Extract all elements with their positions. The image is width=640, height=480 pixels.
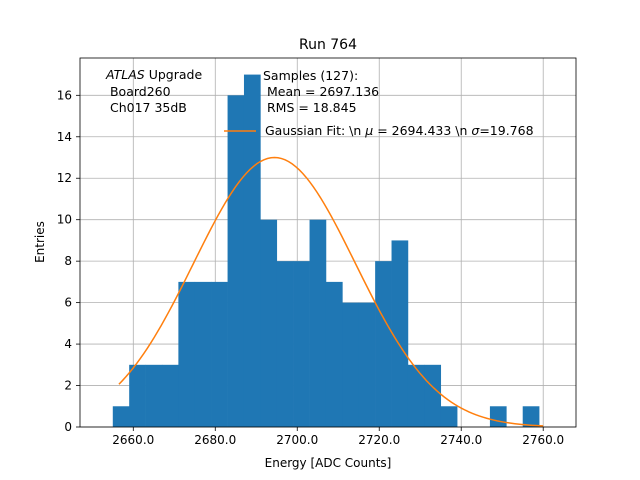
histogram-bar [489, 406, 507, 427]
histogram-bar [342, 302, 360, 427]
histogram-bar [161, 364, 179, 427]
atlas-label: ATLAS [105, 67, 145, 82]
histogram-bar [227, 95, 245, 427]
histogram-bar [407, 364, 425, 427]
atlas-upgrade-label: Upgrade [145, 67, 203, 82]
y-tick-label: 8 [64, 254, 72, 268]
x-axis-label: Energy [ADC Counts] [265, 456, 392, 470]
y-tick-label: 2 [64, 379, 72, 393]
histogram-bar [358, 302, 376, 427]
histogram-bar [211, 281, 228, 427]
x-tick-label: 2720.0 [358, 433, 400, 447]
histogram-bar [243, 74, 261, 428]
x-tick-label: 2740.0 [440, 433, 482, 447]
atlas-annotation-line1: ATLAS Upgrade [105, 67, 202, 82]
legend-samples-mean: Mean = 2697.136 [263, 84, 379, 99]
y-axis-ticks: 0 2 4 6 8 10 12 14 16 [57, 88, 80, 434]
histogram-bars [112, 74, 540, 428]
legend-samples-count: Samples (127): [263, 68, 358, 83]
legend-samples-rms: RMS = 18.845 [263, 100, 357, 115]
y-tick-label: 12 [57, 171, 72, 185]
x-axis-ticks: 2660.0 2680.0 2700.0 2720.0 2740.0 2760.0 [112, 427, 564, 447]
atlas-annotation-channel: Ch017 35dB [106, 100, 187, 115]
gaussian-fit-line [118, 156, 544, 427]
histogram-bar [276, 261, 294, 427]
chart-title: Run 764 [299, 37, 357, 53]
x-tick-label: 2760.0 [522, 433, 564, 447]
axes-frame [79, 57, 577, 428]
y-axis-label: Entries [33, 221, 47, 263]
histogram-bar [129, 364, 146, 427]
histogram-bar [145, 364, 163, 427]
legend-fit-sigma-symbol: σ [471, 123, 480, 138]
histogram-bar [325, 281, 343, 427]
histogram-bar [391, 240, 409, 427]
y-tick-label: 10 [57, 213, 72, 227]
x-tick-label: 2700.0 [276, 433, 318, 447]
histogram-bar [293, 261, 310, 427]
legend-fit-mu-symbol: μ [364, 123, 373, 138]
atlas-annotation-board: Board260 [106, 84, 171, 99]
histogram-bar [260, 219, 278, 427]
histogram-bar [112, 406, 130, 427]
x-tick-label: 2660.0 [112, 433, 154, 447]
legend: Samples (127): Mean = 2697.136 RMS = 18.… [224, 68, 534, 138]
y-tick-label: 0 [64, 420, 72, 434]
legend-fit-label: Gaussian Fit: \n μ = 2694.433 \n σ=19.76… [265, 123, 534, 138]
y-tick-label: 6 [64, 296, 72, 310]
legend-fit-sigma-value: =19.768 [479, 123, 533, 138]
histogram-bar [309, 219, 327, 427]
y-tick-label: 4 [64, 337, 72, 351]
legend-fit-prefix: Gaussian Fit: \n [265, 123, 365, 138]
histogram-bar [194, 281, 212, 427]
histogram-bar [440, 406, 458, 427]
histogram-bar [424, 364, 442, 427]
histogram-bar [522, 406, 540, 427]
histogram-bar [178, 281, 196, 427]
legend-fit-mu-value: = 2694.433 \n [373, 123, 471, 138]
y-tick-label: 14 [57, 130, 72, 144]
x-tick-label: 2680.0 [194, 433, 236, 447]
histogram-bar [375, 261, 392, 427]
y-tick-label: 16 [57, 88, 72, 102]
